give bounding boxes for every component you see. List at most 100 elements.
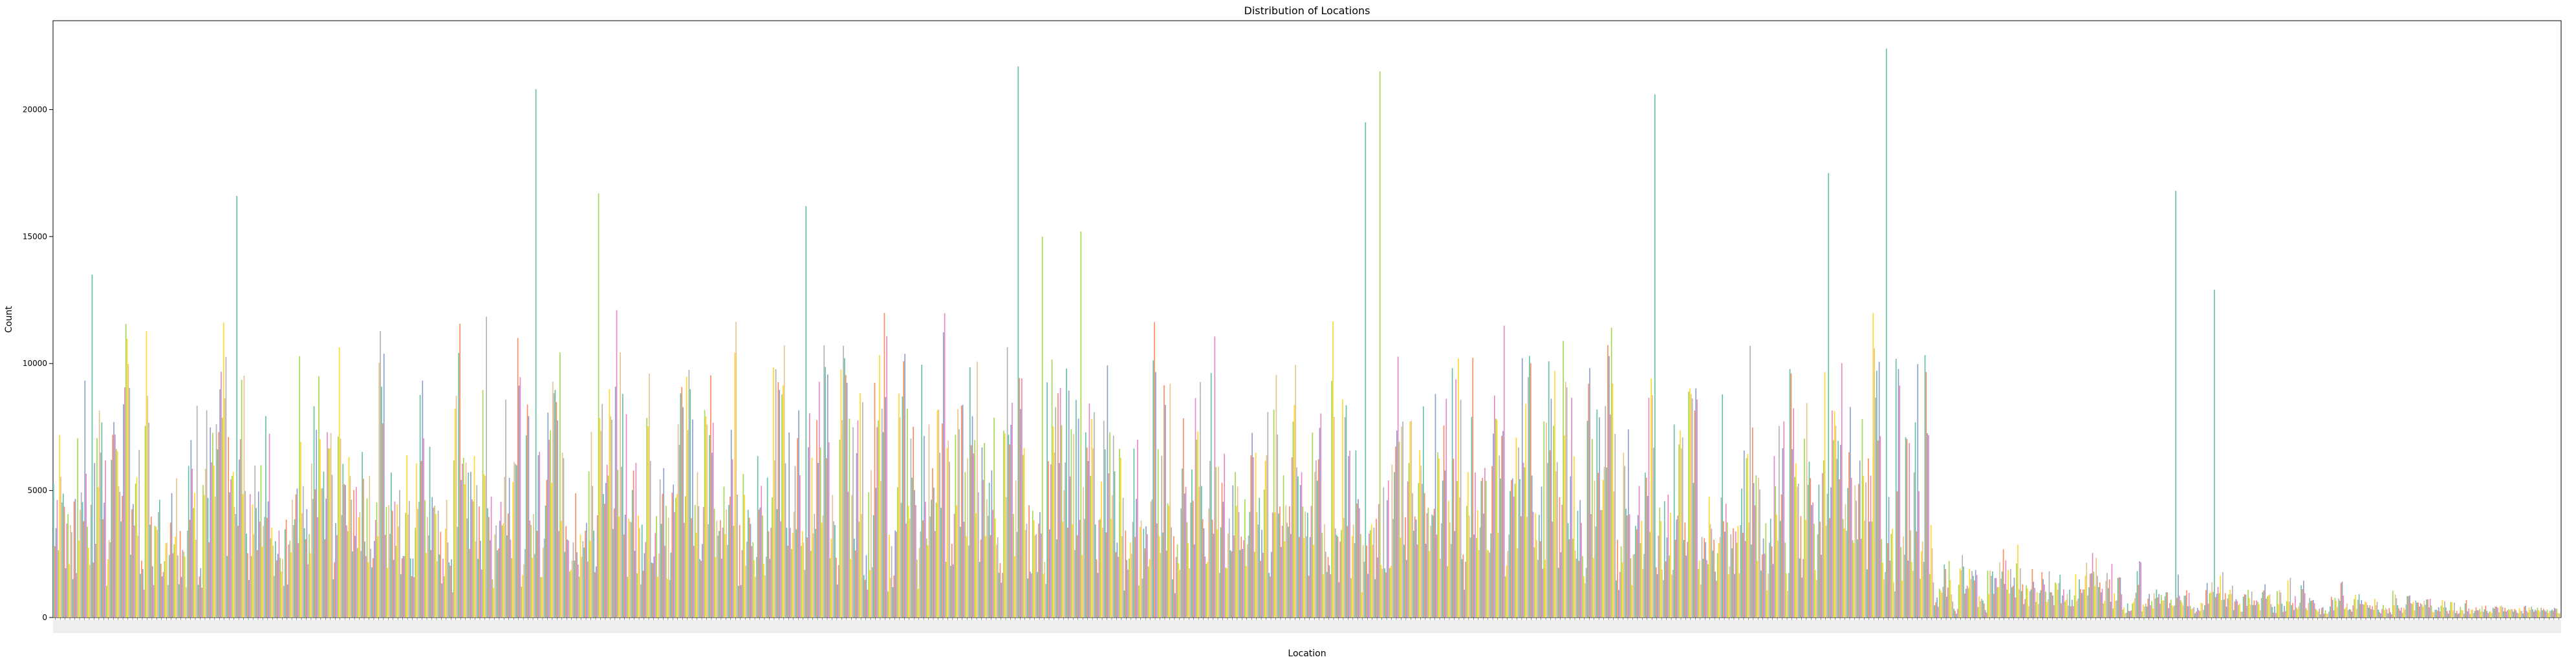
bar	[1464, 590, 1466, 618]
bar	[1405, 517, 1406, 618]
bar	[942, 332, 944, 618]
bar	[1935, 602, 1937, 618]
bar	[1835, 425, 1837, 618]
bar	[2309, 597, 2311, 618]
bar	[173, 544, 175, 618]
bar	[1871, 521, 1873, 618]
bar	[2064, 601, 2066, 618]
bar	[1906, 438, 1908, 618]
bar	[1718, 542, 1720, 618]
bar	[2214, 290, 2215, 618]
bar	[419, 394, 421, 618]
bar	[415, 528, 417, 618]
bar	[1850, 477, 1852, 618]
bar	[2405, 604, 2407, 618]
bar	[302, 486, 304, 618]
bar	[225, 356, 227, 618]
bar	[2068, 605, 2070, 618]
bar	[2315, 608, 2317, 618]
bar	[1038, 523, 1039, 618]
bar	[2199, 611, 2201, 618]
bar	[2553, 608, 2555, 618]
bar	[312, 499, 314, 618]
bar	[332, 579, 334, 618]
bar	[270, 538, 272, 618]
bar	[2005, 560, 2007, 618]
bar	[2128, 610, 2130, 618]
bar	[2460, 607, 2462, 618]
bar	[2467, 611, 2469, 618]
bar	[1235, 471, 1236, 618]
bar	[1945, 569, 1946, 618]
bar	[1129, 542, 1131, 618]
bar	[266, 517, 268, 618]
bar	[1616, 580, 1617, 618]
bar	[1039, 512, 1041, 618]
bar	[505, 399, 506, 618]
bar	[2543, 608, 2544, 618]
bar	[2356, 608, 2357, 618]
bar	[689, 389, 691, 618]
bar	[935, 502, 937, 618]
bar	[1795, 463, 1797, 618]
bar	[1812, 502, 1813, 618]
y-tick-label: 15000	[23, 232, 47, 241]
bar	[1486, 550, 1488, 618]
bar	[1594, 480, 1596, 618]
bar	[141, 561, 142, 618]
bar	[1363, 561, 1365, 618]
bar	[1048, 461, 1049, 618]
bar	[2358, 594, 2360, 618]
bar	[565, 526, 567, 618]
bar	[1174, 593, 1176, 618]
bar	[122, 495, 123, 618]
bar	[1958, 585, 1960, 618]
bar	[2006, 589, 2008, 618]
bar	[1625, 508, 1627, 618]
bar	[1244, 499, 1246, 618]
bar	[1881, 539, 1883, 618]
bar	[1041, 236, 1043, 618]
bar	[1167, 503, 1169, 618]
bar	[2246, 605, 2248, 618]
bar	[1037, 572, 1039, 618]
bar	[183, 552, 185, 618]
bar	[783, 345, 785, 618]
bar	[1931, 548, 1933, 618]
bar	[299, 356, 301, 618]
bar	[1104, 449, 1106, 618]
bar	[1878, 361, 1880, 618]
bar	[897, 487, 898, 618]
bar	[327, 432, 328, 618]
bar	[900, 502, 902, 618]
bar	[723, 486, 725, 618]
bar	[1784, 542, 1786, 618]
bar	[381, 386, 382, 618]
bar	[124, 387, 125, 618]
bar	[2011, 587, 2013, 618]
bar	[841, 420, 843, 618]
bar	[175, 536, 176, 618]
bar	[2559, 614, 2560, 618]
bar	[1836, 458, 1838, 618]
bar	[847, 491, 849, 618]
bar	[330, 433, 332, 618]
bar	[1307, 513, 1308, 618]
bar	[772, 497, 773, 618]
bar	[482, 390, 484, 618]
bar	[384, 535, 386, 618]
bar	[307, 564, 309, 618]
bar	[924, 502, 926, 618]
bar	[2287, 580, 2289, 618]
bar	[437, 510, 439, 618]
bar	[377, 536, 379, 618]
bar	[1369, 533, 1370, 618]
bar	[497, 550, 498, 618]
bar	[500, 502, 502, 618]
bar	[2439, 611, 2441, 618]
bar	[1409, 421, 1411, 618]
bar	[1600, 510, 1601, 618]
bar	[489, 540, 491, 618]
bar	[1204, 556, 1206, 618]
bar	[720, 559, 722, 618]
